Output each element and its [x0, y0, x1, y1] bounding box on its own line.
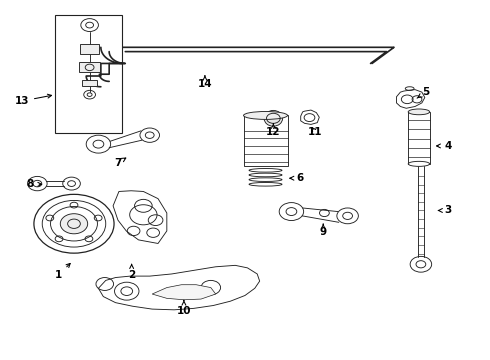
Bar	[80, 44, 99, 54]
Text: 9: 9	[319, 224, 327, 237]
Text: 8: 8	[26, 179, 42, 189]
Circle shape	[86, 22, 94, 28]
Ellipse shape	[408, 109, 430, 115]
Polygon shape	[113, 191, 167, 243]
Polygon shape	[396, 90, 425, 108]
Text: 14: 14	[197, 76, 212, 89]
Bar	[82, 80, 98, 86]
Bar	[244, 116, 288, 166]
Text: 7: 7	[114, 158, 126, 168]
Bar	[79, 62, 100, 72]
Polygon shape	[301, 110, 319, 125]
Bar	[55, 15, 122, 134]
Text: 1: 1	[55, 264, 70, 280]
Polygon shape	[152, 285, 216, 300]
Text: 2: 2	[128, 264, 135, 280]
Text: 4: 4	[437, 141, 451, 151]
Circle shape	[60, 214, 88, 234]
Ellipse shape	[408, 161, 430, 166]
Text: 13: 13	[14, 94, 51, 106]
Ellipse shape	[264, 111, 283, 126]
Polygon shape	[98, 265, 260, 310]
Text: 11: 11	[308, 127, 322, 136]
Text: 5: 5	[417, 87, 429, 98]
Text: 10: 10	[177, 300, 191, 316]
Text: 3: 3	[438, 206, 451, 216]
Text: 6: 6	[290, 173, 304, 183]
Ellipse shape	[244, 112, 288, 120]
Text: 12: 12	[266, 124, 281, 136]
Bar	[408, 112, 430, 164]
